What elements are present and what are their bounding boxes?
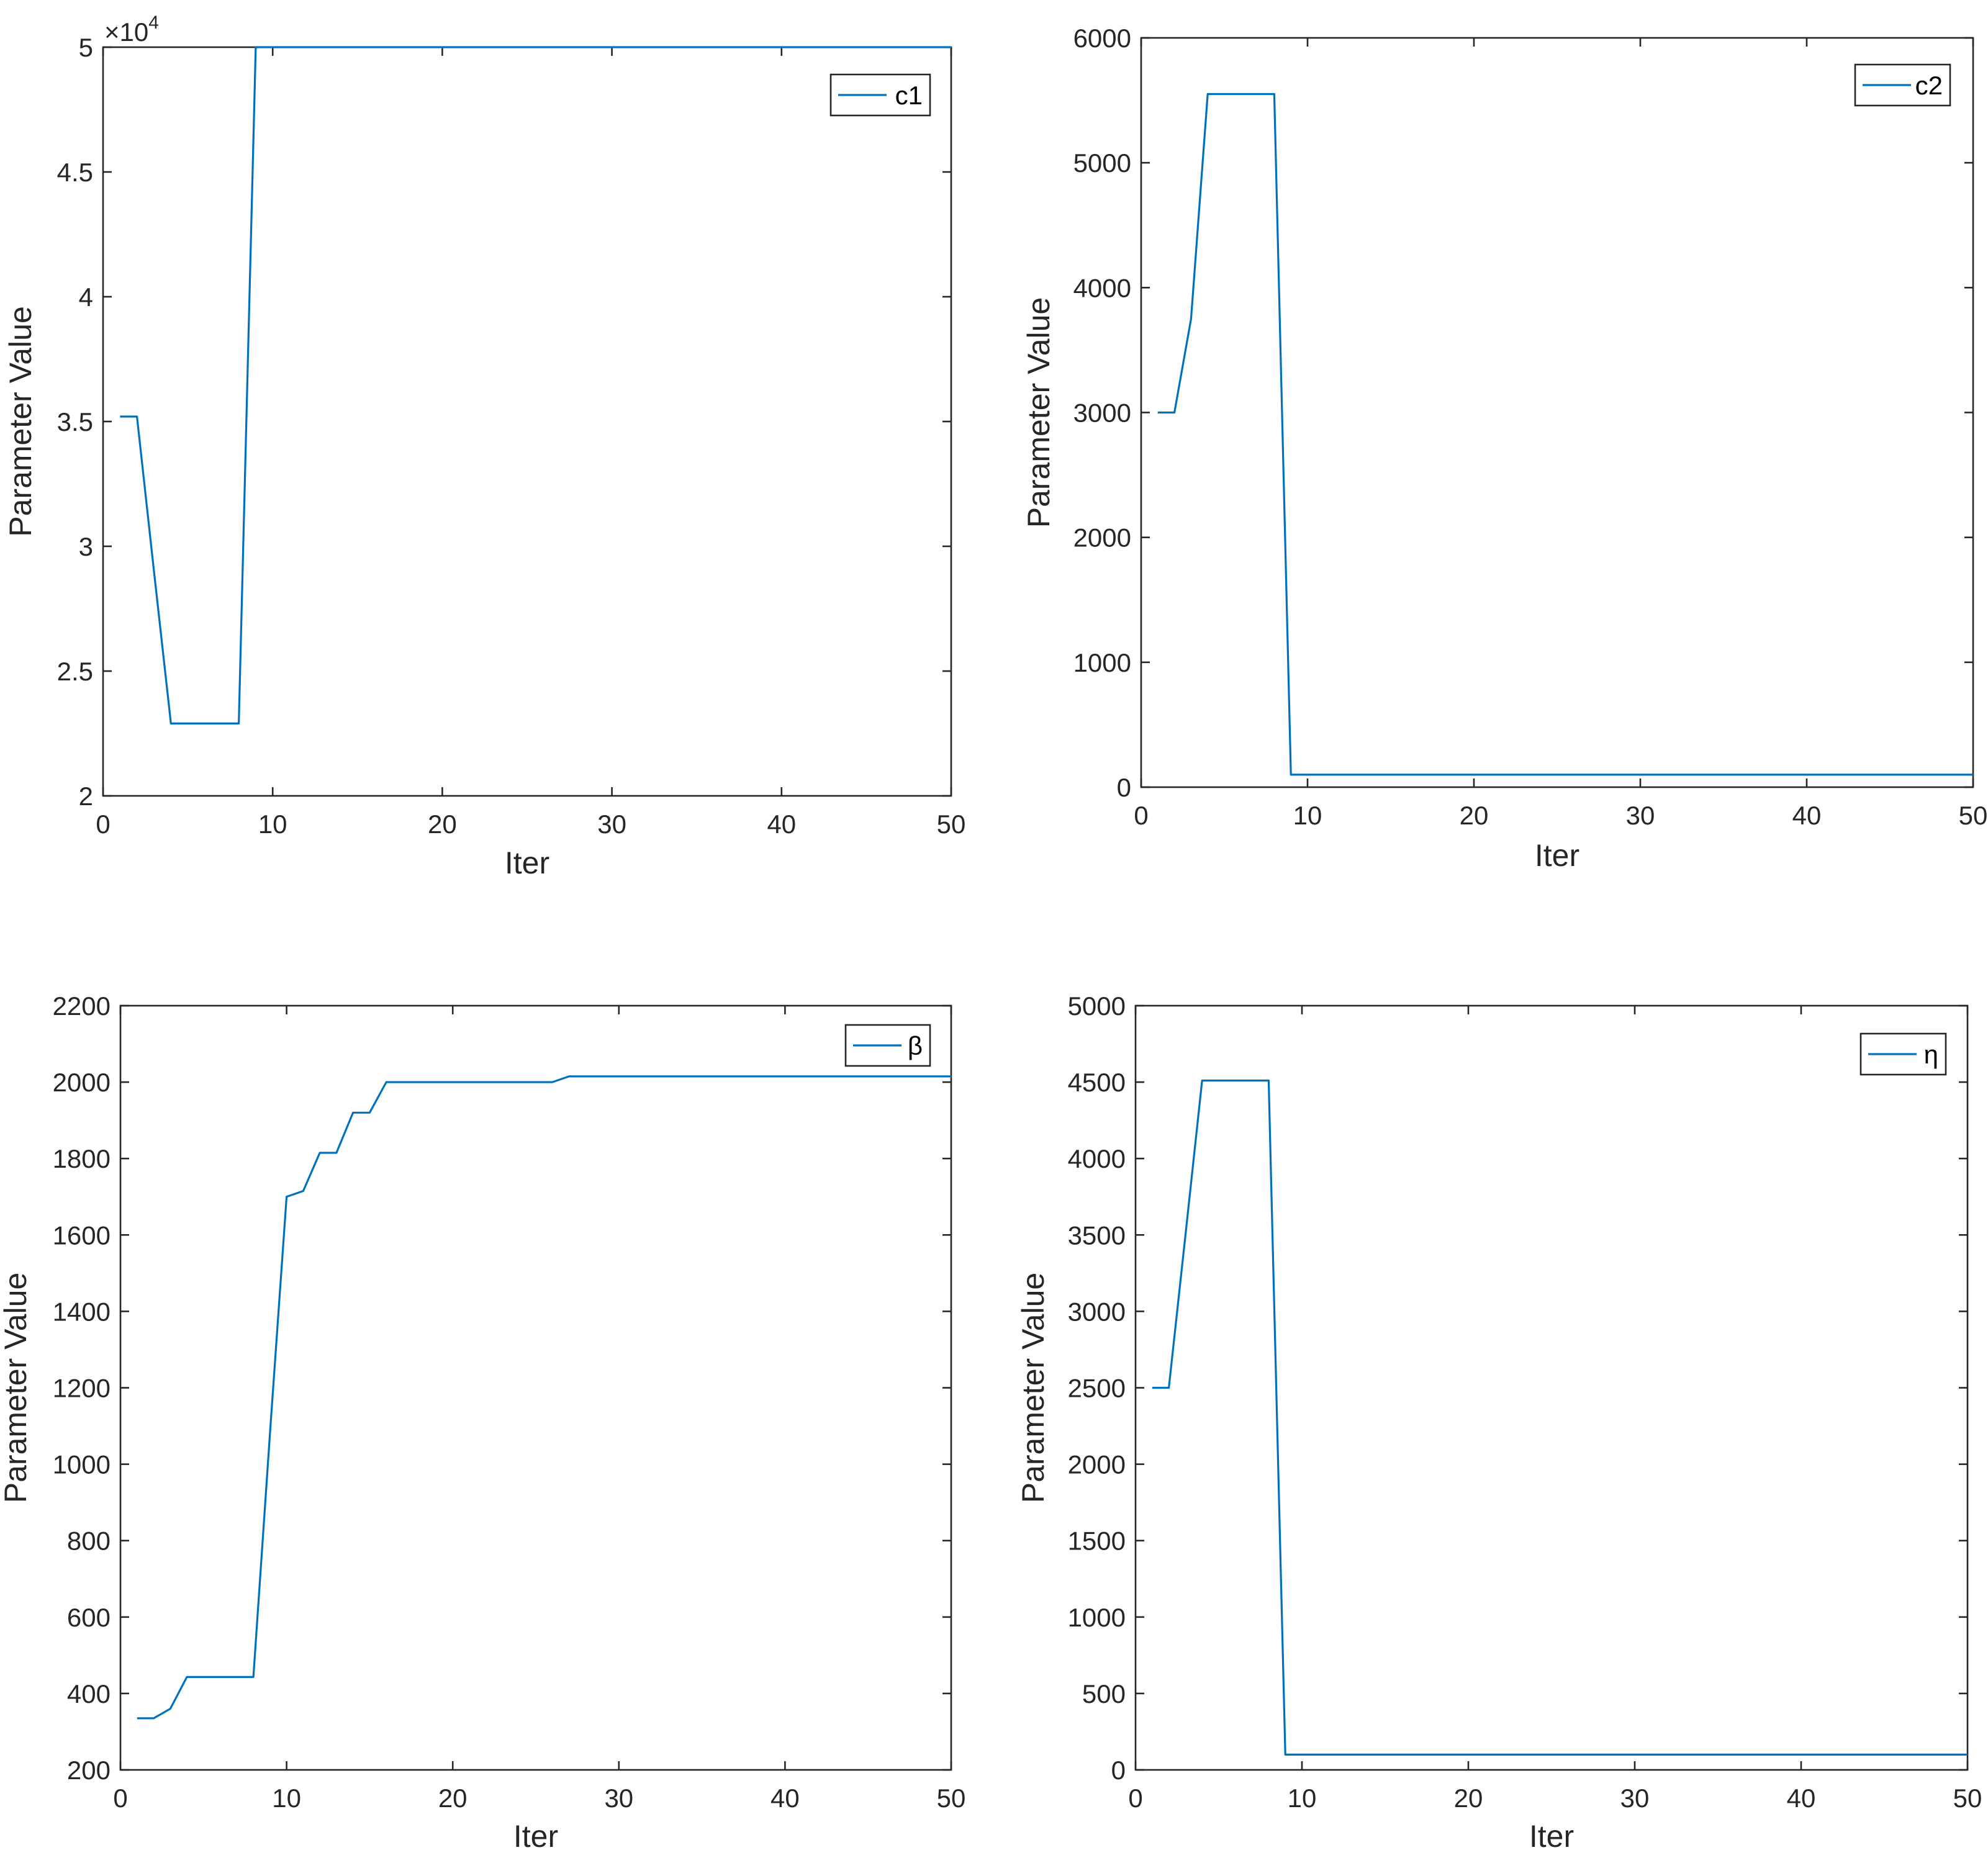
x-tick-label: 40: [770, 1784, 800, 1813]
x-tick-label: 30: [1620, 1784, 1650, 1813]
y-tick-label: 1200: [53, 1374, 111, 1403]
y-tick-label: 3000: [1073, 399, 1131, 428]
x-axis-label: Iter: [505, 846, 549, 880]
y-tick-label: 4500: [1068, 1068, 1126, 1097]
y-tick-label: 4000: [1073, 273, 1131, 302]
y-tick-label: 400: [67, 1679, 111, 1708]
x-tick-label: 30: [1626, 801, 1655, 830]
series-line-c1: [120, 46, 951, 725]
y-tick-label: 4000: [1068, 1144, 1126, 1173]
series-line-η: [1152, 1079, 1968, 1756]
y-axis-label: Parameter Value: [1016, 1273, 1050, 1503]
y-tick-label: 6000: [1073, 24, 1131, 53]
x-tick-label: 0: [96, 810, 110, 839]
y-tick-label: 5: [79, 33, 93, 62]
x-tick-label: 20: [1454, 1784, 1483, 1813]
x-tick-label: 50: [937, 1784, 966, 1813]
y-tick-label: 1400: [53, 1297, 111, 1326]
y-tick-label: 2.5: [57, 657, 93, 686]
y-tick-label: 0: [1111, 1756, 1126, 1785]
series-line-c2: [1157, 92, 1973, 776]
x-tick-label: 0: [1128, 1784, 1142, 1813]
y-exponent-power: 4: [148, 12, 159, 33]
chart-panel-3: 0 10 20 30 40 50 200 400 600 800 1000 1200 1400 1600 1…: [0, 991, 965, 1854]
legend-label: c2: [1915, 71, 1943, 100]
chart-panel-2: 0 10 20 30 40 50 0 1000 2000 3000 4000 5000 6000 Iter…: [1021, 24, 1987, 873]
legend: c2: [1854, 63, 1951, 107]
chart-panel-1: 0 10 20 30 40 50 2 2.5 3 3.5 4 4.5 5 ×104 Iter Paramete…: [3, 12, 965, 880]
y-tick-label: 4.5: [57, 158, 93, 187]
y-tick-label: 1000: [1068, 1603, 1126, 1632]
x-tick-label: 30: [597, 810, 626, 839]
x-tick-label: 40: [1792, 801, 1822, 830]
y-tick-label: 2200: [53, 991, 111, 1021]
x-tick-label: 10: [272, 1784, 301, 1813]
x-tick-label: 40: [767, 810, 796, 839]
series-line-β: [137, 1075, 951, 1720]
x-tick-label: 10: [1288, 1784, 1317, 1813]
y-tick-label: 2000: [1068, 1450, 1126, 1479]
y-tick-label: 5000: [1068, 991, 1126, 1021]
x-axis-label: Iter: [513, 1819, 558, 1854]
y-tick-label: 3500: [1068, 1220, 1126, 1250]
y-tick-label: 200: [67, 1756, 111, 1785]
y-tick-label: 3000: [1068, 1297, 1126, 1326]
y-tick-label: 1500: [1068, 1527, 1126, 1556]
x-axis-label: Iter: [1535, 838, 1579, 873]
x-tick-label: 20: [438, 1784, 468, 1813]
y-axis-label: Parameter Value: [1021, 297, 1056, 528]
x-tick-label: 50: [1959, 801, 1988, 830]
legend: β: [844, 1024, 931, 1067]
y-tick-label: 2500: [1068, 1374, 1126, 1403]
chart-panel-4: 0 10 20 30 40 5005001000150020002500300035004…: [1016, 991, 1982, 1854]
y-tick-label: 500: [1082, 1679, 1126, 1708]
y-tick-label: 3: [79, 532, 93, 561]
x-tick-label: 10: [258, 810, 287, 839]
y-tick-label: 3.5: [57, 407, 93, 436]
legend: c1: [829, 73, 931, 117]
y-tick-label: 0: [1117, 773, 1131, 802]
y-tick-label: 5000: [1073, 148, 1131, 178]
y-tick-label: 600: [67, 1603, 111, 1632]
y-tick-label: 1800: [53, 1144, 111, 1173]
y-axis-label: Parameter Value: [0, 1273, 33, 1503]
x-tick-label: 50: [1953, 1784, 1982, 1813]
y-axis-label: Parameter Value: [3, 306, 38, 536]
x-tick-label: 10: [1293, 801, 1322, 830]
x-tick-label: 0: [1134, 801, 1148, 830]
y-tick-label: 2: [79, 782, 93, 811]
x-tick-label: 40: [1787, 1784, 1816, 1813]
x-tick-label: 0: [113, 1784, 127, 1813]
x-axis-label: Iter: [1529, 1819, 1574, 1854]
legend-label: c1: [895, 81, 923, 110]
y-tick-label: 1000: [53, 1450, 111, 1479]
x-tick-label: 50: [937, 810, 966, 839]
x-tick-label: 30: [604, 1784, 633, 1813]
y-tick-label: 800: [67, 1527, 111, 1556]
y-tick-label: 4: [79, 282, 93, 312]
x-tick-label: 20: [428, 810, 457, 839]
y-tick-label: 1000: [1073, 648, 1131, 677]
y-exponent-label: ×104: [104, 12, 159, 47]
y-tick-label: 2000: [1073, 523, 1131, 553]
y-tick-label: 2000: [53, 1068, 111, 1097]
legend-label: η: [1924, 1040, 1938, 1069]
x-tick-label: 20: [1460, 801, 1489, 830]
legend: η: [1859, 1032, 1947, 1076]
y-tick-label: 1600: [53, 1220, 111, 1250]
legend-label: β: [908, 1031, 923, 1060]
